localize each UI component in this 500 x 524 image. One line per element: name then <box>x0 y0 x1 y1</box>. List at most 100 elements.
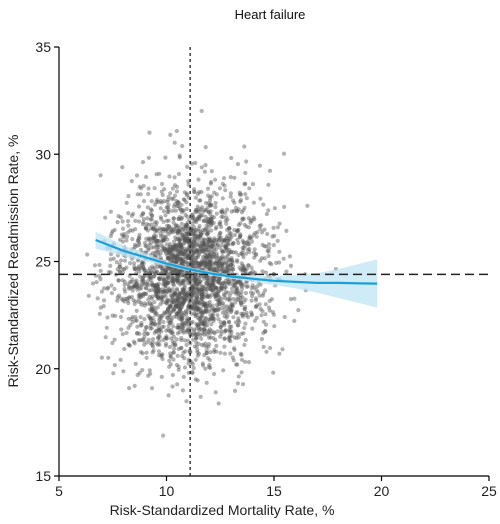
data-point <box>179 335 184 341</box>
data-point <box>149 296 154 301</box>
data-point <box>200 310 205 315</box>
data-point <box>227 258 232 263</box>
data-point <box>198 233 203 238</box>
data-point <box>166 202 171 208</box>
data-point <box>159 353 164 358</box>
data-point <box>227 247 232 252</box>
data-point <box>133 318 138 323</box>
data-point <box>177 250 182 255</box>
data-point <box>189 244 195 249</box>
data-point <box>183 222 188 227</box>
data-point <box>219 214 224 219</box>
data-point <box>205 231 210 236</box>
data-point <box>148 371 153 376</box>
data-point <box>160 192 165 198</box>
data-point <box>184 193 190 198</box>
data-point <box>122 258 128 263</box>
data-point <box>226 236 231 241</box>
data-point <box>176 312 181 317</box>
data-point <box>192 189 197 194</box>
data-point <box>136 240 142 245</box>
data-point <box>216 278 221 284</box>
data-point <box>223 245 228 250</box>
data-point <box>245 284 250 289</box>
data-point <box>214 192 219 197</box>
data-point <box>144 174 149 180</box>
data-point <box>185 278 190 283</box>
data-point <box>206 281 211 286</box>
data-point <box>202 295 207 300</box>
data-point <box>177 244 182 249</box>
data-point <box>197 252 202 257</box>
data-point <box>178 241 183 246</box>
data-point <box>190 298 195 303</box>
data-point <box>211 243 216 248</box>
data-point <box>156 289 161 294</box>
data-point <box>156 276 162 281</box>
y-axis-label: Risk-Standardized Readmission Rate, % <box>5 135 21 388</box>
data-point <box>210 282 216 287</box>
data-point <box>148 241 154 246</box>
data-point <box>112 337 117 342</box>
data-point <box>228 233 233 238</box>
data-point <box>185 164 190 169</box>
data-point <box>181 237 186 243</box>
data-point <box>140 275 145 281</box>
data-point <box>269 297 274 302</box>
data-point <box>135 324 140 329</box>
data-point <box>153 234 159 239</box>
data-point <box>184 399 189 404</box>
data-point <box>242 306 247 311</box>
data-point <box>179 246 184 252</box>
data-point <box>212 252 217 257</box>
data-point <box>236 374 241 379</box>
data-point <box>175 299 180 304</box>
data-point <box>124 330 129 335</box>
data-point <box>264 244 269 249</box>
data-point <box>140 368 145 373</box>
data-point <box>147 275 152 280</box>
data-point <box>181 208 186 213</box>
data-point <box>159 294 164 299</box>
data-point <box>166 327 171 332</box>
data-point <box>185 261 190 266</box>
data-point <box>174 297 179 302</box>
data-point <box>223 237 228 242</box>
data-point <box>205 328 210 333</box>
data-point <box>192 327 197 332</box>
data-point <box>175 295 180 300</box>
data-point <box>277 260 282 265</box>
data-point <box>237 234 243 239</box>
data-point <box>218 334 223 339</box>
data-point <box>207 253 212 258</box>
data-point <box>158 231 163 236</box>
data-point <box>154 220 159 225</box>
data-point <box>236 222 241 228</box>
data-point <box>193 256 198 261</box>
data-point <box>217 286 222 291</box>
data-point <box>208 212 213 217</box>
data-point <box>272 233 277 238</box>
data-point <box>305 203 310 208</box>
data-point <box>209 258 214 263</box>
data-point <box>172 226 177 231</box>
data-point <box>113 313 118 318</box>
data-point <box>223 188 228 193</box>
data-point <box>174 254 179 259</box>
data-point <box>164 341 169 346</box>
data-point <box>196 310 202 315</box>
data-point <box>161 219 166 224</box>
data-point <box>198 326 203 331</box>
data-point <box>249 293 255 299</box>
data-point <box>220 249 225 255</box>
data-point <box>179 210 184 215</box>
data-point <box>184 231 189 236</box>
data-point <box>177 251 182 257</box>
data-point <box>156 331 162 336</box>
data-point <box>155 283 160 288</box>
data-point <box>204 256 210 261</box>
data-point <box>213 242 218 247</box>
data-point <box>196 306 201 312</box>
data-point <box>241 299 246 304</box>
data-point <box>205 255 210 260</box>
